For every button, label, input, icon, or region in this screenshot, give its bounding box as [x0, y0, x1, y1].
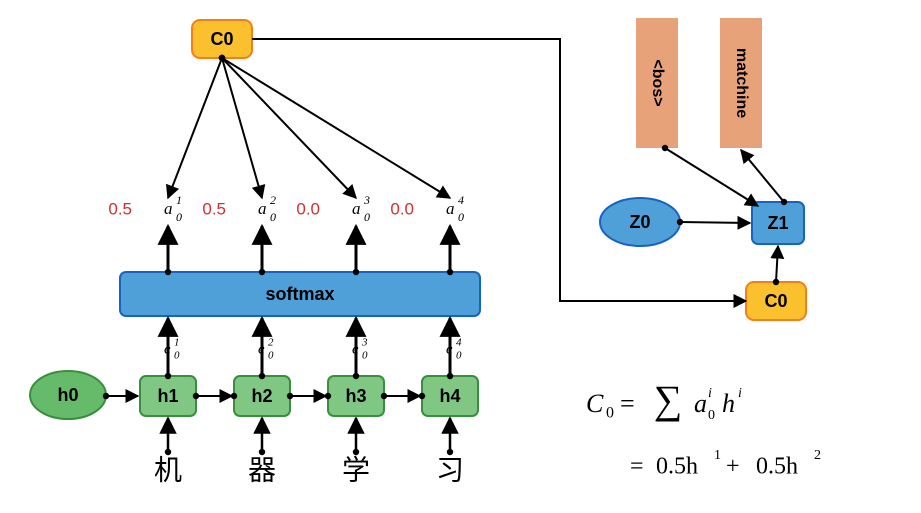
svg-text:0: 0 — [456, 350, 462, 362]
svg-text:0: 0 — [270, 210, 276, 224]
svg-text:0: 0 — [458, 210, 464, 224]
svg-text:=: = — [620, 389, 635, 418]
node-label-h0: h0 — [57, 385, 78, 405]
svg-text:2: 2 — [268, 337, 274, 349]
attn-weight-2: 0.5 — [202, 199, 226, 218]
svg-text:=: = — [630, 454, 644, 480]
svg-text:1: 1 — [176, 193, 182, 207]
svg-text:∑: ∑ — [654, 377, 683, 422]
node-label-z1: Z1 — [767, 213, 788, 233]
input-char-3: 学 — [342, 454, 370, 485]
formula: C0 = ∑ai0hi= 0.5h1 + 0.5h2 — [586, 377, 821, 479]
svg-text:0: 0 — [364, 210, 370, 224]
edge-c0-a1 — [168, 58, 222, 198]
input-char-2: 器 — [248, 454, 276, 485]
svg-text:+: + — [726, 454, 740, 480]
e-label-1: e10 — [164, 337, 180, 362]
attn-weight-3: 0.0 — [296, 199, 320, 218]
node-label-matchine: matchine — [733, 48, 750, 118]
svg-text:3: 3 — [363, 193, 370, 207]
node-label-h1: h1 — [157, 386, 178, 406]
svg-text:0: 0 — [362, 350, 368, 362]
diagram-svg: C0softmaxh0h1h2h3h4Z0Z1C0<bos>matchine0.… — [0, 0, 921, 513]
svg-text:a: a — [258, 199, 267, 218]
svg-text:0: 0 — [176, 210, 182, 224]
edge-z0-z1 — [680, 222, 750, 223]
edge-z1-matchine — [741, 150, 784, 202]
svg-text:0: 0 — [174, 350, 180, 362]
svg-text:0: 0 — [606, 405, 614, 422]
node-label-z0: Z0 — [629, 212, 650, 232]
e-label-2: e20 — [258, 337, 274, 362]
svg-text:3: 3 — [361, 337, 368, 349]
node-label-c0_top: C0 — [210, 29, 233, 49]
svg-text:a: a — [164, 199, 173, 218]
edge-c0r-z1 — [776, 246, 778, 282]
attn-label-1: a1 0 — [164, 193, 182, 224]
attn-weight-4: 0.0 — [390, 199, 414, 218]
node-label-softmax: softmax — [265, 284, 334, 304]
svg-text:0.5h: 0.5h — [756, 454, 798, 480]
svg-text:4: 4 — [458, 193, 464, 207]
svg-text:a: a — [352, 199, 361, 218]
attn-weight-1: 0.5 — [108, 199, 132, 218]
svg-text:a: a — [694, 389, 707, 418]
svg-text:0: 0 — [268, 350, 274, 362]
node-label-h4: h4 — [439, 386, 460, 406]
svg-text:1: 1 — [714, 448, 721, 463]
e-label-3: e30 — [352, 337, 368, 362]
input-char-4: 习 — [436, 454, 464, 485]
svg-text:2: 2 — [814, 448, 821, 463]
svg-text:0.5h: 0.5h — [656, 454, 698, 480]
edge-bos-z1 — [665, 148, 758, 206]
input-char-1: 机 — [154, 454, 182, 485]
svg-text:1: 1 — [174, 337, 180, 349]
node-label-c0_right: C0 — [764, 291, 787, 311]
svg-text:0: 0 — [708, 408, 715, 423]
svg-text:4: 4 — [456, 337, 462, 349]
node-label-h2: h2 — [251, 386, 272, 406]
svg-text:2: 2 — [270, 193, 276, 207]
svg-text:i: i — [738, 386, 742, 401]
svg-text:a: a — [446, 199, 455, 218]
attn-label-2: a2 0 — [258, 193, 276, 224]
svg-text:C: C — [586, 389, 604, 418]
e-label-4: e40 — [446, 337, 462, 362]
node-label-bos: <bos> — [649, 59, 666, 106]
svg-text:h: h — [722, 389, 735, 418]
node-label-h3: h3 — [345, 386, 366, 406]
svg-text:i: i — [708, 386, 712, 401]
